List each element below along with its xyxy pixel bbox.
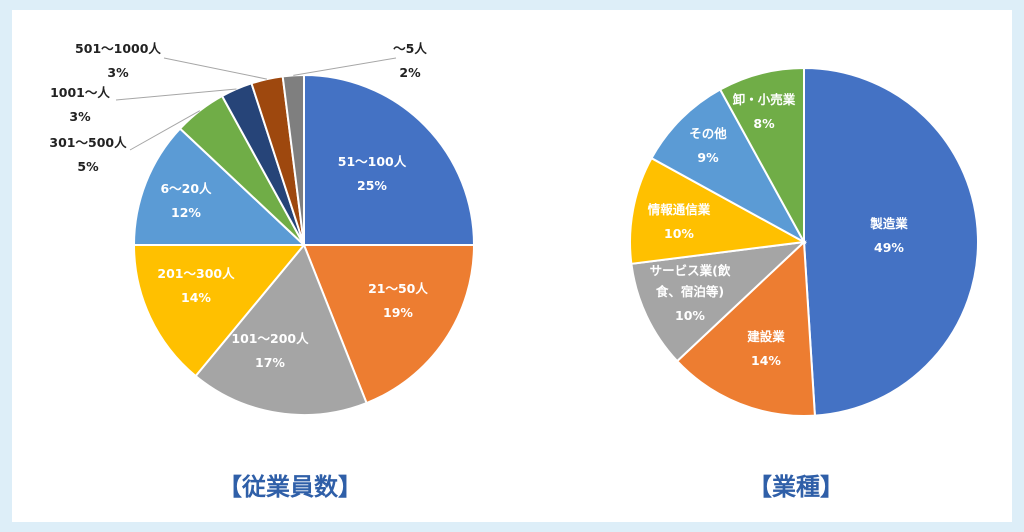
employee-chart-title: 【従業員数】	[218, 473, 362, 501]
industry-slice-label-2: サービス業(飲食、宿泊等)	[650, 263, 731, 299]
employee-slice-value-5: 5%	[77, 159, 99, 174]
employee-leader-line-7	[163, 57, 268, 80]
employee-slice-value-1: 19%	[383, 305, 413, 320]
industry-slice-label-5: 卸・小売業	[733, 92, 796, 107]
industry-chart-title: 【業種】	[748, 473, 844, 501]
employee-slice-label-1: 21～50人	[368, 281, 428, 296]
industry-slice-4	[650, 88, 807, 245]
industry-slice-value-4: 9%	[697, 150, 719, 165]
employee-slice-value-3: 14%	[181, 290, 211, 305]
employee-slice-value-6: 3%	[69, 109, 91, 124]
employee-slice-value-2: 17%	[255, 355, 285, 370]
employee-pie: 51～100人 25% 21～50人 19% 101～200人 17% 201～300人 14…	[49, 41, 476, 416]
industry-slice-value-1: 14%	[751, 353, 781, 368]
employee-slice-label-3: 201～300人	[157, 266, 235, 281]
industry-slice-0	[803, 66, 980, 417]
industry-slice-2	[630, 240, 807, 363]
employee-slice-value-0: 25%	[357, 178, 387, 193]
employee-slice-0	[303, 73, 476, 246]
industry-pie: 製造業 49% 建設業 14% サービス業(飲食、宿泊等) 10% 情報通信業 10% その他 9…	[629, 66, 980, 417]
industry-slice-label-4: その他	[689, 126, 727, 141]
employee-slice-label-4: 6～20人	[160, 181, 212, 196]
industry-slice-5	[718, 66, 805, 243]
employee-slice-label-5: 301～500人	[49, 135, 127, 150]
industry-slice-value-0: 49%	[874, 240, 904, 255]
employee-slice-2	[194, 243, 368, 416]
employee-slice-value-7: 3%	[107, 65, 129, 80]
employee-slice-label-7: 501～1000人	[75, 41, 161, 56]
employee-slice-label-2: 101～200人	[231, 331, 309, 346]
employee-slice-value-8: 2%	[399, 65, 421, 80]
employee-slice-label-6: 1001～人	[50, 85, 110, 100]
employee-slice-value-4: 12%	[171, 205, 201, 220]
industry-slice-1	[675, 239, 816, 417]
employee-slice-1	[302, 244, 476, 405]
employee-slice-3	[132, 244, 307, 378]
industry-slice-3	[629, 156, 808, 265]
industry-slice-label-3: 情報通信業	[648, 202, 711, 217]
employee-leader-line-8	[293, 57, 397, 76]
employee-slice-label-8: ～5人	[393, 41, 427, 56]
employee-leader-line-6	[115, 88, 237, 101]
industry-slice-label-0: 製造業	[869, 216, 908, 231]
employee-leader-line-5	[129, 110, 201, 151]
industry-slice-value-5: 8%	[753, 116, 775, 131]
employee-slice-8	[281, 73, 305, 246]
employee-slice-4	[132, 127, 307, 246]
industry-slice-value-3: 10%	[664, 226, 694, 241]
employee-slice-label-0: 51～100人	[338, 154, 407, 169]
industry-slice-label-1: 建設業	[747, 329, 785, 344]
industry-slice-value-2: 10%	[675, 308, 705, 323]
